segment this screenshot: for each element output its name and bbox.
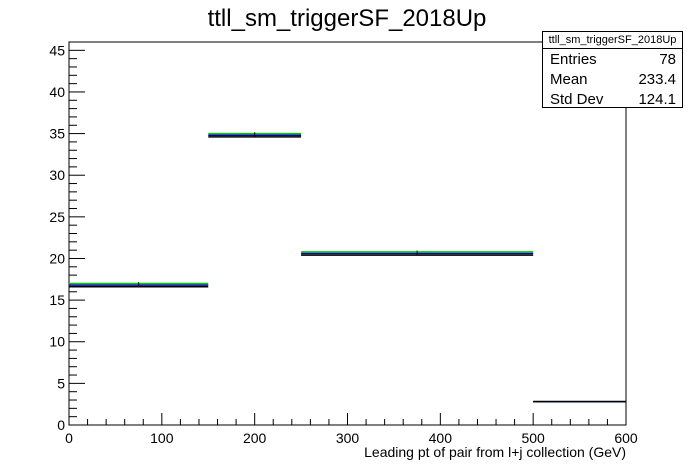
x-tick-label: 300 — [336, 430, 360, 446]
stats-entries-label: Entries — [550, 51, 597, 68]
series-0 — [69, 132, 626, 403]
y-tick-label: 15 — [49, 292, 65, 308]
x-tick-label: 200 — [243, 430, 267, 446]
stats-row-mean: Mean 233.4 — [543, 70, 682, 90]
stats-mean-label: Mean — [550, 71, 588, 88]
y-tick-label: 40 — [49, 84, 65, 100]
stats-row-stddev: Std Dev 124.1 — [543, 90, 682, 110]
series-2 — [69, 136, 626, 403]
stats-stddev-label: Std Dev — [550, 91, 604, 108]
stats-box: ttll_sm_triggerSF_2018Up Entries 78 Mean… — [542, 31, 683, 108]
axes: 0 100 200 300 400 500 600 0 5 10 15 20 25 30 35 40 45 — [49, 41, 638, 446]
x-tick-label: 0 — [65, 430, 73, 446]
y-tick-label: 30 — [49, 167, 65, 183]
stats-entries-value: 78 — [659, 51, 676, 68]
stats-stddev-value: 124.1 — [638, 91, 676, 108]
stats-box-title: ttll_sm_triggerSF_2018Up — [543, 32, 682, 49]
stats-row-entries: Entries 78 — [543, 50, 682, 70]
y-tick-label: 0 — [57, 417, 65, 433]
y-tick-label: 20 — [49, 250, 65, 266]
stats-mean-value: 233.4 — [638, 71, 676, 88]
y-tick-label: 10 — [49, 334, 65, 350]
x-tick-label: 600 — [614, 430, 638, 446]
x-axis-label: Leading pt of pair from l+j collection (… — [364, 444, 626, 460]
x-tick-label: 400 — [429, 430, 453, 446]
y-tick-label: 5 — [57, 375, 65, 391]
chart-title: ttll_sm_triggerSF_2018Up — [208, 5, 487, 32]
histogram-series — [69, 132, 626, 403]
series-1 — [69, 134, 626, 403]
y-tick-label: 45 — [49, 42, 65, 58]
y-tick-label: 25 — [49, 209, 65, 225]
y-tick-label: 35 — [49, 126, 65, 142]
x-tick-label: 100 — [150, 430, 174, 446]
x-tick-label: 500 — [521, 430, 545, 446]
